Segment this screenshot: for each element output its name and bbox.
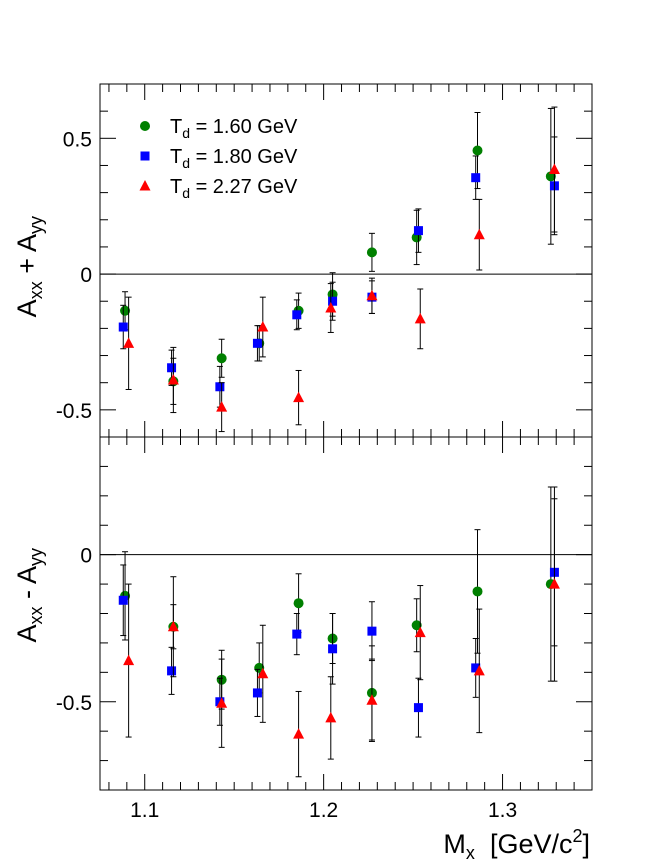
data-point bbox=[413, 703, 423, 713]
data-point bbox=[252, 688, 262, 698]
data-point bbox=[293, 598, 304, 609]
x-axis-label-main: M bbox=[443, 829, 466, 859]
data-point bbox=[413, 226, 423, 236]
y-tick-label: -0.5 bbox=[56, 692, 92, 715]
legend-label: Td = 1.80 GeV bbox=[170, 146, 298, 171]
legend-label: Td = 1.60 GeV bbox=[170, 116, 298, 141]
data-point bbox=[292, 310, 302, 320]
top-y-ticks: -0.5 0 0.5 bbox=[56, 83, 592, 438]
data-point bbox=[118, 595, 128, 605]
x-tick-label: 1.1 bbox=[130, 799, 159, 822]
legend-entry: Td = 1.60 GeV bbox=[140, 116, 298, 141]
data-point bbox=[216, 401, 228, 412]
legend-marker bbox=[139, 180, 151, 191]
data-point bbox=[120, 305, 131, 316]
data-point bbox=[292, 629, 302, 639]
legend: Td = 1.60 GeV Td = 1.80 GeV Td = 2.27 GeV bbox=[139, 116, 298, 201]
bottom-y-ticks: -0.5 0 bbox=[56, 436, 592, 791]
data-point bbox=[325, 302, 337, 313]
top-series-1 bbox=[118, 136, 559, 408]
data-point bbox=[167, 620, 179, 632]
x-axis-tick-labels: 1.1 1.2 1.3 bbox=[130, 799, 517, 822]
data-point bbox=[215, 382, 225, 392]
x-axis-label: Mx [GeV/c2] bbox=[443, 826, 590, 860]
bottom-x-ticks bbox=[108, 437, 593, 790]
x-axis-label-unit-sup: 2 bbox=[572, 826, 582, 846]
data-point bbox=[328, 644, 338, 654]
legend-entry: Td = 2.27 GeV bbox=[139, 176, 298, 201]
data-point bbox=[252, 338, 262, 348]
y-axis-label: Axx - Ayy bbox=[12, 548, 46, 643]
top-series-0 bbox=[120, 107, 556, 405]
data-point bbox=[473, 228, 485, 240]
data-point bbox=[472, 145, 483, 156]
bottom-series-1 bbox=[118, 498, 559, 738]
data-point bbox=[216, 353, 227, 364]
data-point bbox=[366, 694, 378, 705]
data-point bbox=[118, 322, 128, 332]
data-point bbox=[167, 373, 179, 385]
data-point bbox=[367, 626, 377, 636]
data-point bbox=[325, 711, 337, 723]
y-tick-label: 0 bbox=[80, 545, 92, 568]
x-tick-label: 1.2 bbox=[309, 799, 338, 822]
top-panel: -0.5 0 0.5 Axx + Ayy bbox=[12, 83, 593, 438]
data-point bbox=[216, 697, 228, 708]
data-point bbox=[257, 321, 269, 332]
data-point bbox=[414, 626, 426, 638]
legend-marker bbox=[140, 151, 150, 161]
bottom-panel: -0.5 0 Axx - Ayy bbox=[12, 436, 593, 791]
data-point bbox=[123, 337, 135, 348]
bottom-series-2 bbox=[123, 486, 560, 778]
x-axis-label-unit: [GeV/c bbox=[490, 829, 573, 859]
data-point bbox=[366, 289, 378, 301]
legend-marker bbox=[140, 121, 150, 131]
data-point bbox=[328, 296, 338, 306]
data-point bbox=[167, 363, 177, 373]
y-tick-label: -0.5 bbox=[56, 400, 92, 423]
data-point bbox=[293, 391, 305, 403]
data-point bbox=[471, 173, 481, 183]
data-point bbox=[411, 620, 422, 631]
data-point bbox=[548, 163, 560, 175]
data-point bbox=[257, 667, 269, 679]
data-point bbox=[366, 247, 377, 258]
data-point bbox=[167, 666, 177, 676]
y-tick-label: 0.5 bbox=[63, 128, 92, 151]
data-point bbox=[472, 586, 483, 597]
top-series-2 bbox=[123, 106, 560, 433]
y-axis-label: Axx + Ayy bbox=[12, 216, 46, 317]
data-point bbox=[473, 664, 485, 676]
x-axis-label-unit-close: ] bbox=[582, 829, 590, 859]
data-point bbox=[293, 728, 305, 739]
bottom-series-0 bbox=[120, 486, 556, 741]
legend-entry: Td = 1.80 GeV bbox=[140, 146, 298, 171]
legend-label: Td = 2.27 GeV bbox=[170, 176, 298, 201]
y-tick-label: 0 bbox=[80, 264, 92, 287]
data-point bbox=[471, 663, 481, 673]
data-point bbox=[123, 654, 135, 666]
data-point bbox=[548, 578, 560, 589]
x-axis-label-sub: x bbox=[466, 843, 475, 860]
data-point bbox=[414, 312, 426, 324]
top-x-ticks bbox=[108, 84, 593, 437]
x-tick-label: 1.3 bbox=[488, 799, 517, 822]
